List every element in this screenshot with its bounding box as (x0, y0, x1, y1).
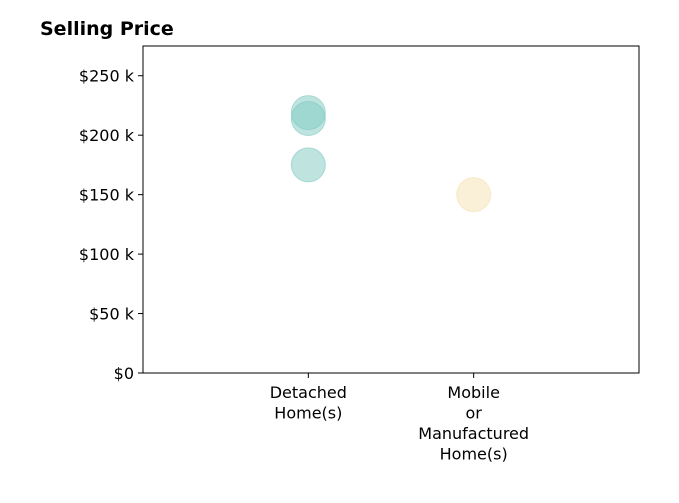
y-tick-label: $250 k (79, 67, 135, 86)
x-tick-label-line: Home(s) (274, 404, 342, 423)
x-tick-label-line: Detached (270, 383, 347, 402)
x-tick-label-line: Manufactured (418, 424, 529, 443)
y-axis: $0 $50 k $100 k $150 k $200 k $250 k (79, 67, 143, 383)
y-tick-label: $150 k (79, 186, 135, 205)
y-tick-label: $50 k (89, 305, 135, 324)
x-tick-label-line: Home(s) (440, 445, 508, 464)
y-tick-label: $100 k (79, 245, 135, 264)
data-point (290, 101, 326, 137)
x-tick-label-line: Mobile (447, 383, 499, 402)
data-point (456, 177, 492, 213)
y-tick-label: $0 (114, 364, 134, 383)
data-point (290, 147, 326, 183)
data-points (290, 95, 492, 213)
chart-title: Selling Price (40, 18, 174, 40)
plot-area (142, 45, 640, 374)
x-tick-label: Mobile or Manufactured Home(s) (418, 383, 529, 464)
x-tick-label-line: or (465, 404, 482, 423)
y-tick-label: $200 k (79, 126, 135, 145)
x-axis: Detached Home(s) Mobile or Manufactured Home(… (270, 373, 529, 464)
x-tick-label: Detached Home(s) (270, 383, 347, 423)
